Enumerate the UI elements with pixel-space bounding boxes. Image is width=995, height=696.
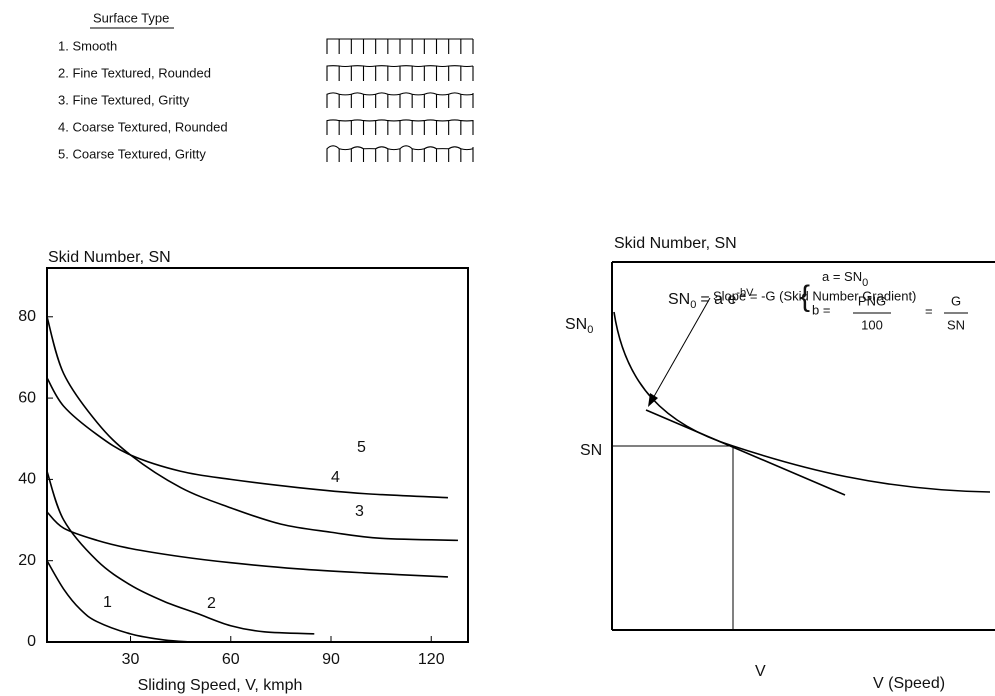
texture-icon: [326, 92, 474, 108]
series-label: 5: [357, 439, 366, 456]
arrow-head: [648, 393, 658, 407]
sn0-sub: 0: [587, 324, 593, 336]
f-lhs: SN: [668, 291, 690, 308]
series-line: [46, 316, 458, 542]
plot: 0 20 40 60 80 30 60 90 120 1 2 345: [18, 308, 458, 668]
f-lhs-sub: 0: [690, 299, 696, 311]
a-sub: 0: [862, 277, 868, 289]
tangent-line: [645, 409, 846, 496]
plot-frame: [46, 267, 469, 643]
texture-icon: [326, 145, 474, 162]
diagram-x-label: V (Speed): [873, 675, 945, 692]
y-tick-label: 20: [18, 552, 36, 569]
series-label: 3: [355, 503, 364, 520]
series-label: 2: [207, 595, 216, 612]
formula-main: SN0 = a e-bV: [668, 287, 754, 311]
b-line: b =: [812, 302, 830, 317]
b-den: 100: [861, 317, 883, 332]
g-den: SN: [947, 317, 965, 332]
f-exp: -bV: [736, 287, 754, 299]
y-tick-label: 80: [18, 308, 36, 325]
series-line: [46, 560, 191, 643]
sn0-text: SN: [565, 316, 587, 333]
legend-item: 2. Fine Textured, Rounded: [58, 65, 211, 80]
x-tick-label: 120: [418, 651, 445, 668]
diagram-y-label: Skid Number, SN: [614, 235, 737, 252]
series-line: [46, 377, 448, 499]
slope-arrow: [651, 297, 711, 401]
g-num: G: [951, 293, 961, 308]
legend-item: 3. Fine Textured, Gritty: [58, 92, 190, 107]
x-tick-label: 60: [222, 651, 240, 668]
series-line: [46, 511, 448, 578]
b-num: PNG: [858, 293, 886, 308]
legend-item: 1. Smooth: [58, 38, 117, 53]
slope-note: Slope = -G (Skid Number Gradient): [713, 288, 916, 303]
x-tick-label: 90: [322, 651, 340, 668]
series-label: 4: [331, 469, 340, 486]
series-label: 1: [103, 594, 112, 611]
a-def: a = SN0: [822, 269, 868, 288]
chart-title: Skid Number, SN: [48, 249, 171, 266]
brace: {: [800, 280, 810, 313]
decay-curve: [613, 311, 991, 493]
legend-item: 4. Coarse Textured, Rounded: [58, 119, 228, 134]
texture-icon: [326, 119, 474, 135]
texture-icon: [326, 65, 474, 81]
x-axis-label: Sliding Speed, V, kmph: [138, 677, 303, 694]
legend-title: Surface Type: [93, 10, 169, 25]
sn0-label: SN0: [565, 316, 593, 336]
v-label: V: [755, 663, 766, 680]
f-eq: = a e: [700, 291, 736, 308]
y-tick-label: 0: [27, 633, 36, 650]
legend: 1. Smooth 2. Fine Textured, Rounded 3. Fin…: [58, 38, 474, 162]
y-tick-label: 60: [18, 389, 36, 406]
legend-item: 5. Coarse Textured, Gritty: [58, 146, 206, 161]
a-line: a = SN: [822, 269, 862, 284]
y-tick-label: 40: [18, 471, 36, 488]
x-tick-label: 30: [122, 651, 140, 668]
series-line: [46, 471, 315, 635]
b-eq: =: [925, 303, 933, 318]
sn-label: SN: [580, 442, 602, 459]
texture-icon: [326, 38, 474, 54]
